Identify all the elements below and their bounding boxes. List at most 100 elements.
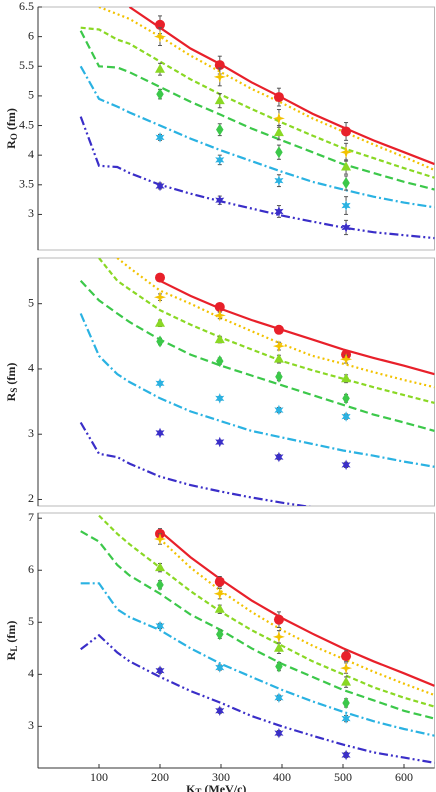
axis-label-main: R <box>4 392 18 401</box>
marker <box>214 603 225 613</box>
marker <box>215 195 225 206</box>
axis-label-unit: (MeV/c) <box>204 782 246 792</box>
marker <box>274 692 284 703</box>
marker <box>272 340 285 353</box>
marker <box>215 705 225 716</box>
marker <box>274 175 284 186</box>
x-tick-label: 600 <box>395 770 413 784</box>
marker <box>275 370 283 383</box>
marker <box>273 642 284 652</box>
marker <box>155 317 165 327</box>
curve <box>79 65 435 209</box>
axis-label-main: R <box>4 651 18 660</box>
curve <box>79 30 435 191</box>
marker <box>341 713 351 724</box>
plot-frame <box>37 6 435 251</box>
marker <box>274 451 284 463</box>
curve <box>80 530 435 720</box>
axis-label-main: K <box>186 782 196 792</box>
axis-label-sub: O <box>9 133 19 140</box>
marker <box>155 620 165 632</box>
y-tick-label: 4 <box>28 361 34 375</box>
marker <box>216 628 224 641</box>
marker <box>155 665 165 676</box>
axis-label-main: R <box>4 140 18 149</box>
curve <box>98 514 435 708</box>
marker <box>155 180 165 192</box>
y-tick-label: 6 <box>28 28 34 42</box>
marker <box>341 126 352 137</box>
marker <box>154 533 166 545</box>
marker <box>155 427 165 439</box>
marker <box>275 146 283 159</box>
axis-label: RS (fm) <box>4 363 19 402</box>
curve <box>80 633 435 764</box>
marker <box>274 206 284 217</box>
x-tick-label: 100 <box>90 770 108 784</box>
marker <box>273 127 284 137</box>
y-tick-label: 5.5 <box>19 58 34 72</box>
marker <box>213 70 226 83</box>
marker <box>341 749 351 761</box>
marker <box>155 63 165 73</box>
curve <box>98 258 435 404</box>
y-tick-label: 4 <box>28 666 34 680</box>
marker <box>341 200 351 211</box>
marker <box>214 576 225 587</box>
curve <box>80 26 435 179</box>
y-tick-label: 5 <box>28 88 34 102</box>
marker <box>215 436 225 448</box>
y-tick-label: 3 <box>28 206 34 220</box>
marker <box>340 146 353 159</box>
curve <box>79 421 312 506</box>
marker <box>342 696 350 709</box>
plot-area <box>79 258 435 506</box>
marker <box>341 411 351 422</box>
marker <box>213 309 226 322</box>
y-tick-label: 4.5 <box>19 117 34 131</box>
marker <box>341 222 351 233</box>
marker <box>341 459 351 471</box>
marker <box>156 335 164 348</box>
curve <box>159 279 435 376</box>
axis-label-unit: (fm) <box>4 363 18 385</box>
marker <box>342 392 350 405</box>
marker <box>341 161 352 171</box>
curve <box>79 313 435 468</box>
marker <box>214 301 225 312</box>
marker <box>215 662 225 673</box>
marker <box>214 60 225 71</box>
y-tick-label: 5 <box>28 295 34 309</box>
plot-area <box>79 7 435 240</box>
marker <box>272 112 285 125</box>
x-tick-label: 500 <box>334 770 352 784</box>
axis-label-unit: (fm) <box>4 621 18 643</box>
marker <box>214 334 225 344</box>
axis-label: KT(MeV/c) <box>186 782 246 792</box>
marker <box>341 651 352 662</box>
marker <box>341 676 352 686</box>
marker <box>154 30 166 43</box>
marker <box>275 660 283 673</box>
y-tick-label: 5 <box>28 614 34 628</box>
curve <box>159 538 435 697</box>
marker <box>340 662 353 675</box>
marker <box>155 132 165 143</box>
marker <box>273 614 284 625</box>
marker <box>215 154 225 166</box>
marker <box>340 353 353 366</box>
marker <box>272 630 285 643</box>
axis-label-sub: L <box>9 646 19 652</box>
marker <box>154 291 166 304</box>
y-tick-label: 2 <box>28 491 34 505</box>
y-tick-label: 7 <box>28 510 34 524</box>
curve <box>128 7 435 166</box>
y-tick-label: 6 <box>28 562 34 576</box>
marker <box>273 353 284 363</box>
plot-area <box>80 514 435 764</box>
x-tick-label: 400 <box>273 770 291 784</box>
marker <box>156 578 164 591</box>
y-tick-label: 3.5 <box>19 177 34 191</box>
axis-label-sub: T <box>195 787 201 792</box>
plot-frame <box>37 257 435 507</box>
